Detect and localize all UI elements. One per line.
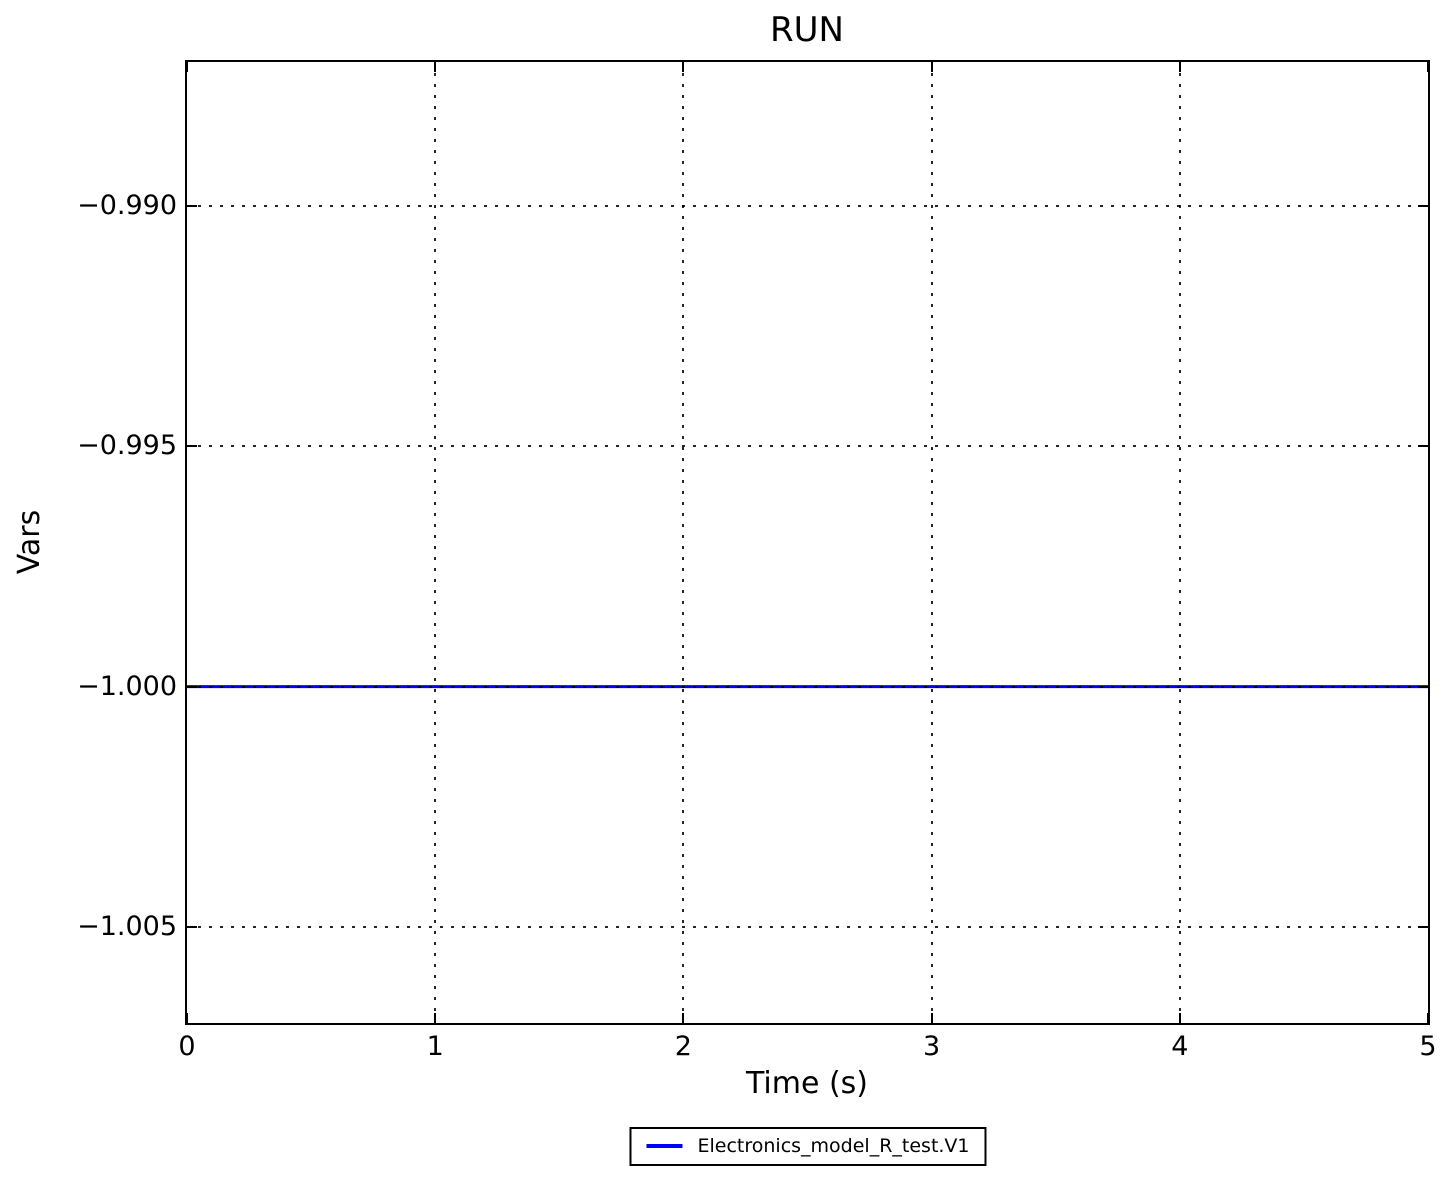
plot-area [185,60,1430,1025]
x-tick-label: 0 [178,1031,196,1062]
gridline-vertical [682,62,685,1023]
plot-inner [187,62,1428,1023]
y-tick-mark-right [1418,445,1428,448]
y-tick-mark-left [187,445,197,448]
x-tick-mark-top [1427,62,1428,72]
y-axis-label: Vars [12,509,47,575]
y-tick-label: −1.000 [77,670,177,702]
x-tick-mark-top [682,62,685,72]
gridline-vertical [930,62,933,1023]
y-tick-mark-right [1418,685,1428,688]
gridline-horizontal [187,445,1428,448]
x-tick-label: 5 [1419,1031,1437,1062]
chart-title: RUN [770,10,844,50]
x-tick-mark-bottom [1178,1013,1181,1023]
y-tick-mark-left [187,205,197,208]
legend-line-sample-icon [646,1144,683,1149]
y-tick-label: −0.990 [77,189,177,221]
y-tick-label: −0.995 [77,430,177,462]
gridline-vertical [434,62,437,1023]
x-tick-mark-top [187,62,188,72]
gridline-horizontal [187,205,1428,208]
y-tick-mark-right [1418,205,1428,208]
x-tick-mark-bottom [1427,1013,1428,1023]
y-tick-mark-left [187,925,197,928]
x-tick-mark-bottom [434,1013,437,1023]
x-tick-label: 1 [426,1031,444,1062]
y-tick-mark-left [187,685,197,688]
legend-entry-label: Electronics_model_R_test.V1 [697,1135,970,1157]
x-tick-mark-top [434,62,437,72]
x-axis-label: Time (s) [746,1066,868,1101]
x-tick-label: 4 [1171,1031,1189,1062]
x-tick-mark-bottom [187,1013,188,1023]
gridline-horizontal [187,925,1428,928]
x-tick-mark-bottom [930,1013,933,1023]
x-tick-mark-top [1178,62,1181,72]
y-tick-label: −1.005 [77,910,177,942]
x-tick-mark-top [930,62,933,72]
x-tick-label: 2 [674,1031,692,1062]
gridline-horizontal [187,685,1428,688]
y-tick-mark-right [1418,925,1428,928]
x-tick-mark-bottom [682,1013,685,1023]
gridline-vertical [1178,62,1181,1023]
legend: Electronics_model_R_test.V1 [629,1127,987,1166]
x-tick-label: 3 [923,1031,941,1062]
